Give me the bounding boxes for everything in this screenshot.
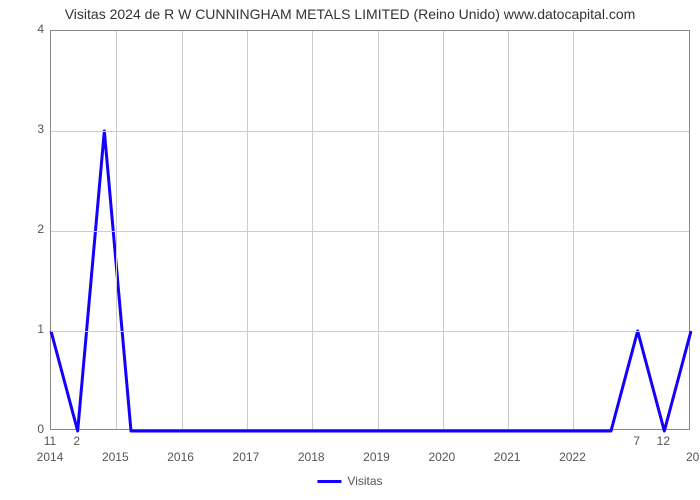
y-tick-label: 1 — [20, 322, 44, 336]
secondary-x-tick-label: 11 — [44, 434, 56, 448]
grid-line-h — [51, 331, 689, 332]
grid-line-v — [443, 31, 444, 429]
y-tick-label: 2 — [20, 222, 44, 236]
x-tick-label: 2015 — [102, 450, 129, 464]
y-tick-label: 3 — [20, 122, 44, 136]
grid-line-h — [51, 231, 689, 232]
secondary-x-tick-label: 12 — [657, 434, 670, 448]
x-tick-label: 202 — [686, 450, 700, 464]
secondary-x-tick-label: 7 — [633, 434, 640, 448]
x-tick-label: 2020 — [428, 450, 455, 464]
x-tick-label: 2022 — [559, 450, 586, 464]
grid-line-v — [182, 31, 183, 429]
grid-line-v — [378, 31, 379, 429]
y-tick-label: 4 — [20, 22, 44, 36]
plot-area — [50, 30, 690, 430]
grid-line-v — [508, 31, 509, 429]
grid-line-v — [116, 31, 117, 429]
x-tick-label: 2019 — [363, 450, 390, 464]
secondary-x-tick-label: 2 — [73, 434, 80, 448]
grid-line-v — [312, 31, 313, 429]
legend-label: Visitas — [347, 474, 382, 488]
y-tick-label: 0 — [20, 422, 44, 436]
chart-container: { "chart": { "type": "line", "title": "V… — [0, 0, 700, 500]
chart-title: Visitas 2024 de R W CUNNINGHAM METALS LI… — [0, 0, 700, 22]
legend-swatch — [317, 480, 341, 483]
grid-line-h — [51, 131, 689, 132]
x-tick-label: 2018 — [298, 450, 325, 464]
x-tick-label: 2021 — [494, 450, 521, 464]
x-tick-label: 2016 — [167, 450, 194, 464]
x-tick-label: 2014 — [37, 450, 64, 464]
grid-line-v — [573, 31, 574, 429]
grid-line-v — [247, 31, 248, 429]
x-tick-label: 2017 — [233, 450, 260, 464]
legend: Visitas — [317, 474, 382, 488]
